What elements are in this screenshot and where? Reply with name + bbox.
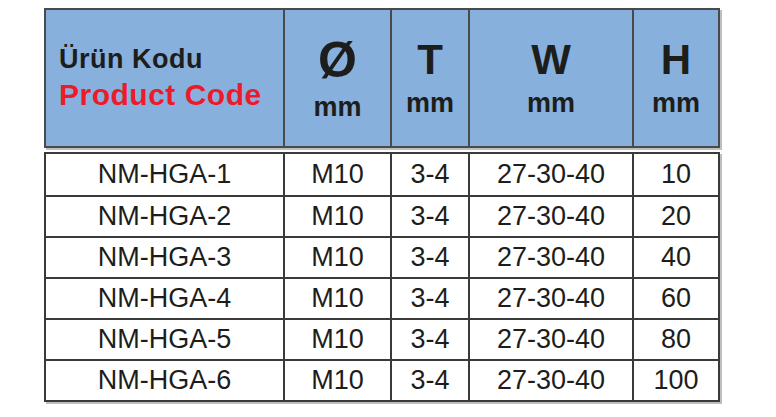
thickness-cell: 3-4 (390, 359, 468, 400)
product-spec-table: Ürün Kodu Product Code Ø mm T mm W mm H … (44, 8, 720, 402)
thickness-cell: 3-4 (390, 236, 468, 277)
height-cell: 100 (632, 359, 718, 400)
height-cell: 20 (632, 195, 718, 236)
thickness-cell: 3-4 (390, 318, 468, 359)
width-header-cell: W mm (468, 10, 632, 146)
width-cell: 27-30-40 (468, 236, 632, 277)
width-unit-label: mm (527, 90, 575, 117)
thickness-cell: 3-4 (390, 277, 468, 318)
product-code-cell: NM-HGA-6 (46, 359, 283, 400)
width-cell: 27-30-40 (468, 359, 632, 400)
product-code-label-english: Product Code (59, 77, 262, 113)
width-cell: 27-30-40 (468, 277, 632, 318)
diameter-cell: M10 (283, 236, 390, 277)
product-code-cell: NM-HGA-5 (46, 318, 283, 359)
diameter-cell: M10 (283, 277, 390, 318)
height-cell: 40 (632, 236, 718, 277)
height-symbol: H (661, 39, 691, 81)
diameter-cell: M10 (283, 359, 390, 400)
diameter-cell: M10 (283, 195, 390, 236)
diameter-header-cell: Ø mm (283, 10, 390, 146)
diameter-unit-label: mm (313, 94, 361, 121)
table-header-row: Ürün Kodu Product Code Ø mm T mm W mm H … (44, 8, 720, 148)
width-symbol: W (531, 39, 571, 81)
product-code-header-cell: Ürün Kodu Product Code (46, 10, 283, 146)
product-code-cell: NM-HGA-2 (46, 195, 283, 236)
thickness-header-cell: T mm (390, 10, 468, 146)
height-header-cell: H mm (632, 10, 718, 146)
diameter-symbol: Ø (318, 35, 357, 85)
product-code-cell: NM-HGA-1 (46, 154, 283, 195)
thickness-unit-label: mm (406, 90, 454, 117)
height-cell: 10 (632, 154, 718, 195)
thickness-cell: 3-4 (390, 195, 468, 236)
height-unit-label: mm (652, 90, 700, 117)
width-cell: 27-30-40 (468, 154, 632, 195)
table-body: NM-HGA-1 M10 3-4 27-30-40 10 NM-HGA-2 M1… (44, 152, 720, 402)
width-cell: 27-30-40 (468, 195, 632, 236)
diameter-cell: M10 (283, 318, 390, 359)
product-code-cell: NM-HGA-4 (46, 277, 283, 318)
height-cell: 60 (632, 277, 718, 318)
height-cell: 80 (632, 318, 718, 359)
product-code-cell: NM-HGA-3 (46, 236, 283, 277)
width-cell: 27-30-40 (468, 318, 632, 359)
thickness-symbol: T (417, 39, 443, 81)
diameter-cell: M10 (283, 154, 390, 195)
product-code-label-turkish: Ürün Kodu (59, 43, 203, 77)
thickness-cell: 3-4 (390, 154, 468, 195)
